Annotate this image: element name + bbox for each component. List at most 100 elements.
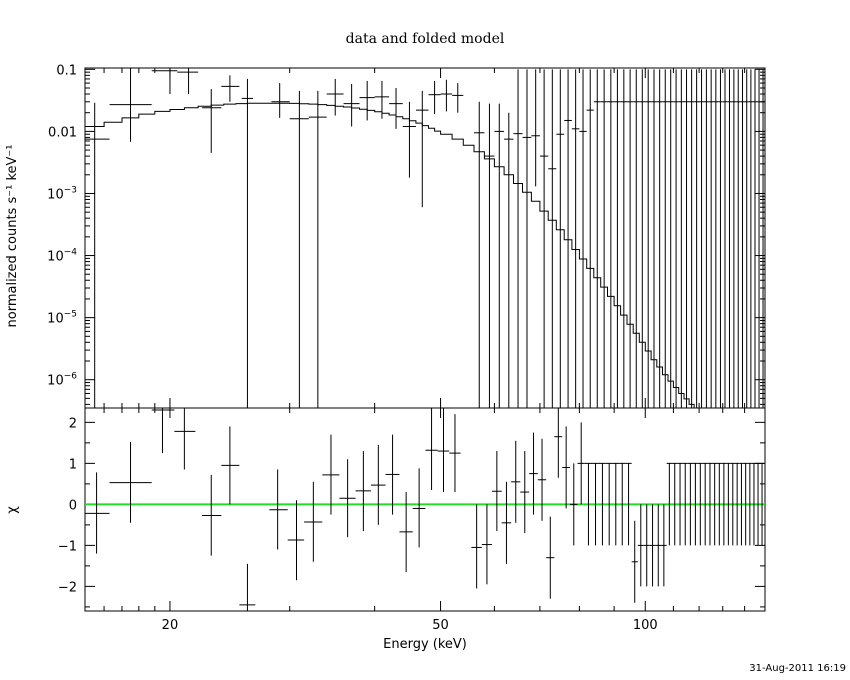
residual-point	[692, 462, 698, 546]
residual-point	[739, 462, 744, 546]
data-point	[703, 69, 709, 408]
data-point	[452, 83, 464, 113]
bottom-y-axis-label: χ	[5, 506, 20, 514]
data-point	[761, 69, 765, 408]
residual-point	[655, 504, 662, 587]
residual-point	[598, 462, 606, 546]
y-tick-label-exponent: −6	[64, 372, 78, 382]
data-point	[586, 69, 594, 408]
residual-point	[682, 462, 688, 546]
data-point	[579, 69, 587, 408]
data-point	[645, 69, 652, 408]
data-point	[109, 68, 152, 142]
residual-point	[637, 504, 644, 587]
residual-point	[370, 444, 386, 525]
timestamp: 31-Aug-2011 16:19	[749, 663, 846, 674]
data-point	[343, 84, 360, 127]
data-point	[522, 69, 532, 408]
top-panel: 10−610−510−410−30.010.1 normalized count…	[5, 63, 766, 409]
y-tick-label-base: 10	[47, 312, 64, 327]
data-point	[177, 68, 199, 95]
residual-point	[643, 504, 650, 587]
top-panel-frame	[84, 67, 766, 409]
y-tick-label: 0.01	[48, 125, 77, 140]
data-point	[607, 69, 615, 408]
top-y-axis-label: normalized counts s⁻¹ keV⁻¹	[5, 145, 20, 328]
data-point	[708, 69, 714, 408]
residual-point	[109, 442, 152, 523]
residual-point	[437, 408, 450, 493]
data-point	[662, 69, 668, 408]
residual-point	[721, 462, 727, 546]
data-point	[689, 69, 695, 408]
data-point	[656, 69, 663, 408]
data-point	[326, 78, 344, 116]
residual-point	[554, 408, 563, 478]
y-tick-label-base: 10	[47, 187, 64, 202]
top-error-bars	[85, 68, 765, 408]
data-point	[752, 69, 758, 408]
bottom-ticks	[84, 408, 766, 611]
data-point	[241, 78, 254, 408]
residual-point	[202, 474, 222, 556]
data-point	[359, 80, 375, 121]
residual-point	[734, 462, 740, 546]
residual-point	[412, 468, 426, 548]
data-point	[736, 69, 741, 408]
data-point	[548, 69, 557, 408]
residual-point	[481, 504, 492, 585]
chart-title: data and folded model	[346, 31, 505, 47]
residual-point	[751, 462, 757, 546]
y-tick-label: −1	[58, 539, 77, 554]
residual-point	[221, 426, 240, 505]
data-point	[402, 101, 416, 178]
residual-point	[577, 422, 585, 505]
data-point	[600, 69, 608, 408]
residual-point	[631, 520, 638, 603]
y-tick-label-base: 10	[47, 374, 64, 389]
data-point	[389, 88, 403, 129]
data-point	[727, 69, 732, 408]
data-point	[531, 69, 540, 187]
residual-point	[511, 440, 521, 523]
residual-point	[471, 504, 482, 589]
residual-point	[743, 462, 748, 546]
residual-point	[712, 462, 718, 546]
residual-point	[239, 563, 256, 611]
residual-point	[322, 434, 340, 515]
residual-point	[385, 434, 400, 515]
y-tick-label: 10−3	[47, 185, 77, 202]
data-point	[85, 102, 110, 408]
bottom-error-bars	[85, 408, 765, 611]
x-tick-label: 100	[633, 618, 658, 633]
top-ticks	[84, 68, 766, 408]
residual-point	[677, 462, 683, 546]
y-tick-label: 0	[69, 498, 77, 513]
residual-point	[529, 432, 538, 515]
residual-point	[537, 438, 547, 521]
data-point	[415, 90, 429, 208]
residual-point	[304, 481, 323, 562]
residual-point	[85, 472, 110, 554]
data-point	[748, 69, 753, 408]
residual-point	[287, 500, 305, 581]
residual-point	[151, 408, 175, 454]
y-tick-label: 10−6	[47, 372, 77, 389]
residual-point	[355, 451, 371, 532]
data-point	[639, 69, 646, 408]
residual-point	[520, 451, 530, 534]
data-point	[673, 69, 679, 408]
x-tick-label: 50	[432, 618, 449, 633]
residual-point	[612, 462, 620, 546]
residual-point	[697, 462, 703, 546]
residual-point	[649, 504, 656, 587]
data-point	[633, 69, 640, 408]
residual-point	[546, 516, 555, 599]
y-tick-label: 1	[69, 457, 77, 472]
residual-point	[584, 462, 593, 546]
residual-point	[702, 462, 708, 546]
residual-point	[747, 462, 752, 546]
y-tick-label: 0.1	[56, 63, 77, 78]
bottom-panel-frame	[84, 407, 766, 612]
